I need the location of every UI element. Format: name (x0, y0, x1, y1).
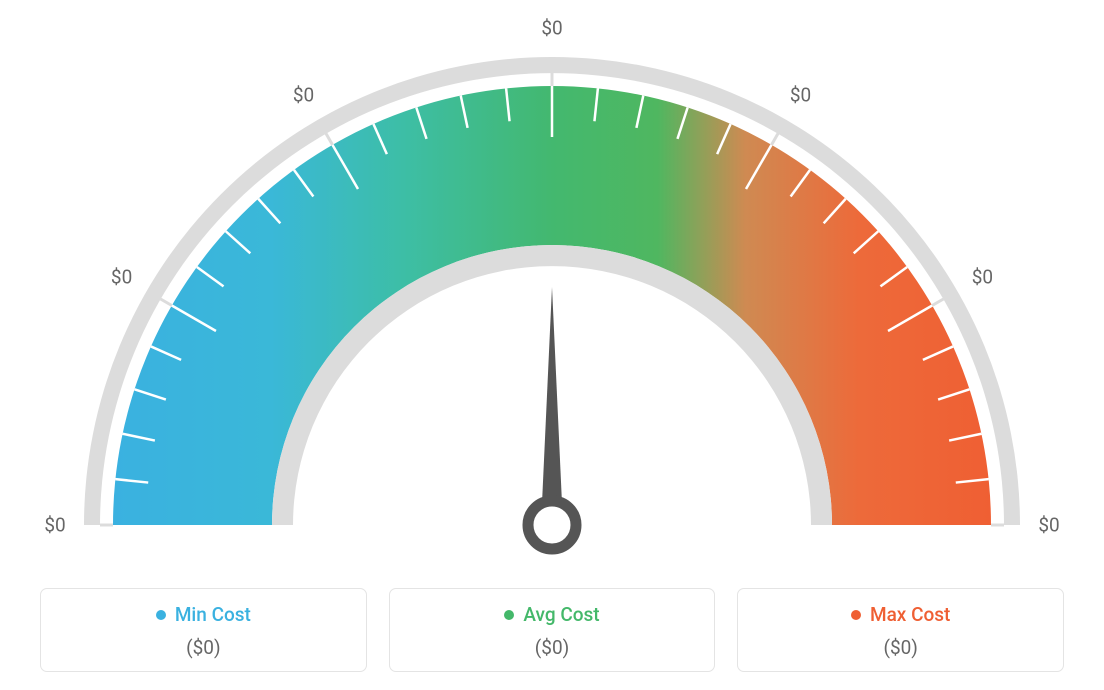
legend-title-min: Min Cost (156, 603, 251, 626)
gauge-area: $0 $0 $0 $0 $0 $0 $0 (0, 0, 1104, 560)
legend-value-min: ($0) (53, 636, 354, 659)
gauge-tick-label: $0 (111, 265, 132, 288)
gauge-tick-label: $0 (293, 83, 314, 106)
legend-card-min: Min Cost ($0) (40, 588, 367, 672)
dot-icon (504, 610, 514, 620)
chart-container: $0 $0 $0 $0 $0 $0 $0 Min Cost ($0) Avg Cost ($… (0, 0, 1104, 690)
gauge-svg (0, 0, 1104, 560)
legend-card-max: Max Cost ($0) (737, 588, 1064, 672)
gauge-tick-label: $0 (541, 17, 562, 40)
gauge-tick-label: $0 (44, 514, 65, 537)
legend-value-avg: ($0) (402, 636, 703, 659)
gauge-tick-label: $0 (972, 265, 993, 288)
legend-card-avg: Avg Cost ($0) (389, 588, 716, 672)
gauge-tick-label: $0 (1038, 514, 1059, 537)
legend-row: Min Cost ($0) Avg Cost ($0) Max Cost ($0… (40, 588, 1064, 672)
gauge-tick-label: $0 (790, 83, 811, 106)
legend-value-max: ($0) (750, 636, 1051, 659)
dot-icon (851, 610, 861, 620)
dot-icon (156, 610, 166, 620)
legend-title-text: Min Cost (175, 603, 251, 626)
legend-title-avg: Avg Cost (504, 603, 599, 626)
legend-title-text: Max Cost (870, 603, 950, 626)
legend-title-text: Avg Cost (523, 603, 599, 626)
legend-title-max: Max Cost (851, 603, 950, 626)
